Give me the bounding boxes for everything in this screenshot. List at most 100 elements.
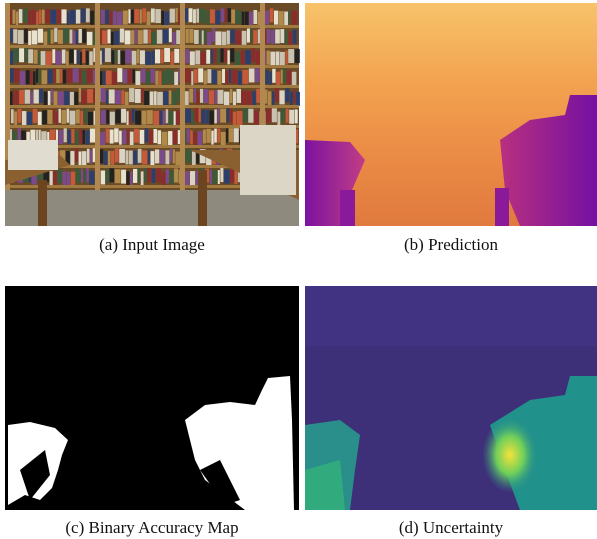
shelf [5,25,299,28]
book [288,31,293,46]
book [172,149,175,164]
book [47,109,53,124]
book [114,128,119,143]
book [236,88,241,103]
book [53,108,56,123]
book [236,110,243,125]
book [112,71,117,86]
book [115,109,121,124]
book [74,49,77,64]
book [188,8,193,23]
book [196,8,199,23]
book [147,149,150,164]
book [74,91,79,106]
book [69,9,76,24]
shelf [5,45,299,48]
book [121,90,125,105]
book [256,88,262,103]
book [285,50,288,65]
book [215,31,222,46]
book [33,71,36,86]
book [87,111,94,126]
book [155,168,161,183]
book [14,111,17,126]
book [227,8,231,23]
book [173,168,179,183]
book [155,70,159,85]
book [19,71,26,86]
book [122,130,127,145]
book [109,168,115,183]
book [168,28,172,43]
book [230,48,235,63]
book [201,109,206,124]
book [161,71,166,86]
book [208,90,215,105]
book [59,150,66,165]
book [229,88,233,103]
book [28,10,31,25]
book [31,170,37,185]
book [129,131,134,146]
book [50,9,57,24]
book [38,9,42,24]
book [82,129,85,144]
book [157,91,163,106]
book [209,9,215,24]
book [211,69,217,84]
book [135,110,142,125]
book [109,10,113,25]
book [277,111,281,126]
book [253,9,258,24]
book [60,68,63,83]
book [252,91,256,106]
book [80,110,84,125]
book [205,109,209,124]
book [38,129,41,144]
book [210,49,214,64]
book [56,69,60,84]
book [280,51,285,66]
book [235,30,242,45]
book [150,8,155,23]
book [266,50,270,65]
book [99,28,102,43]
book [204,168,210,183]
book [142,150,148,165]
book [217,49,220,64]
book [199,149,206,164]
book [8,50,14,65]
book [99,131,106,146]
book [45,9,50,24]
book [200,51,206,66]
book [81,168,84,183]
book [65,151,70,166]
book [189,171,196,186]
book [194,108,199,123]
book [265,108,272,123]
book [8,91,13,106]
book [92,69,97,84]
book [69,29,73,44]
book [40,51,46,66]
book [80,8,86,23]
book [55,50,62,65]
book [184,68,191,83]
book [36,68,39,83]
book [126,128,130,143]
book [176,110,182,125]
book [186,128,190,143]
book [28,49,34,64]
book [250,29,253,44]
book [98,149,104,164]
book [199,8,204,23]
book [263,10,270,25]
book [49,171,53,186]
book [109,129,114,144]
book [257,29,261,44]
book [125,49,132,64]
book [119,130,122,145]
book [207,69,212,84]
book [13,48,19,63]
book [161,171,166,186]
